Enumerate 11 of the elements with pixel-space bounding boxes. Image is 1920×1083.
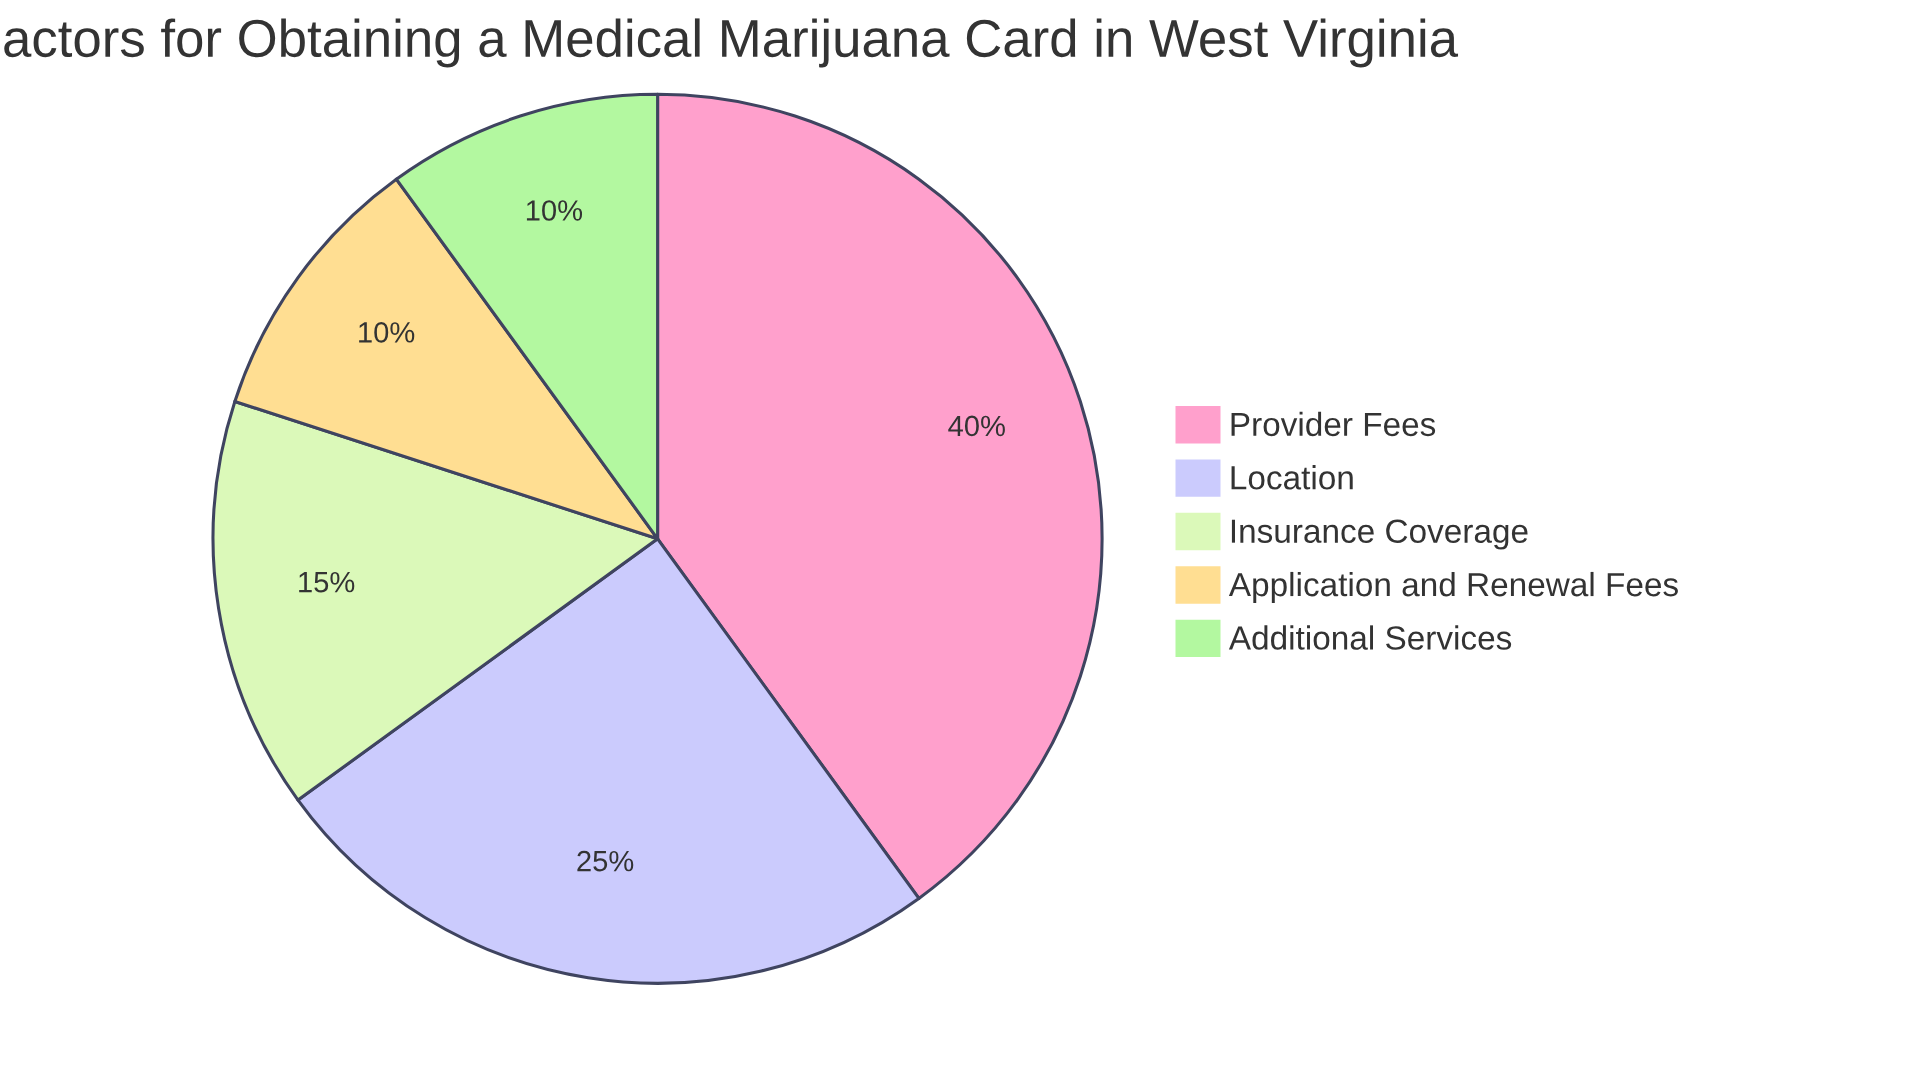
legend-label: Provider Fees bbox=[1231, 411, 1436, 437]
data-label: 15% bbox=[299, 571, 355, 593]
legend-label: Insurance Coverage bbox=[1231, 519, 1528, 550]
data-label: 25% bbox=[577, 850, 634, 872]
legend-label: Additional Services bbox=[1228, 625, 1512, 650]
chart-title: actors for Obtaining a Medical Marijuana Card in West Virginia bbox=[4, 18, 1459, 68]
legend-label: Location bbox=[1231, 465, 1353, 490]
data-label: 10% bbox=[526, 200, 583, 221]
legend-label: Application and Renewal Fees bbox=[1228, 571, 1678, 603]
data-label: 10% bbox=[359, 322, 415, 343]
data-label: 40% bbox=[948, 415, 1005, 437]
